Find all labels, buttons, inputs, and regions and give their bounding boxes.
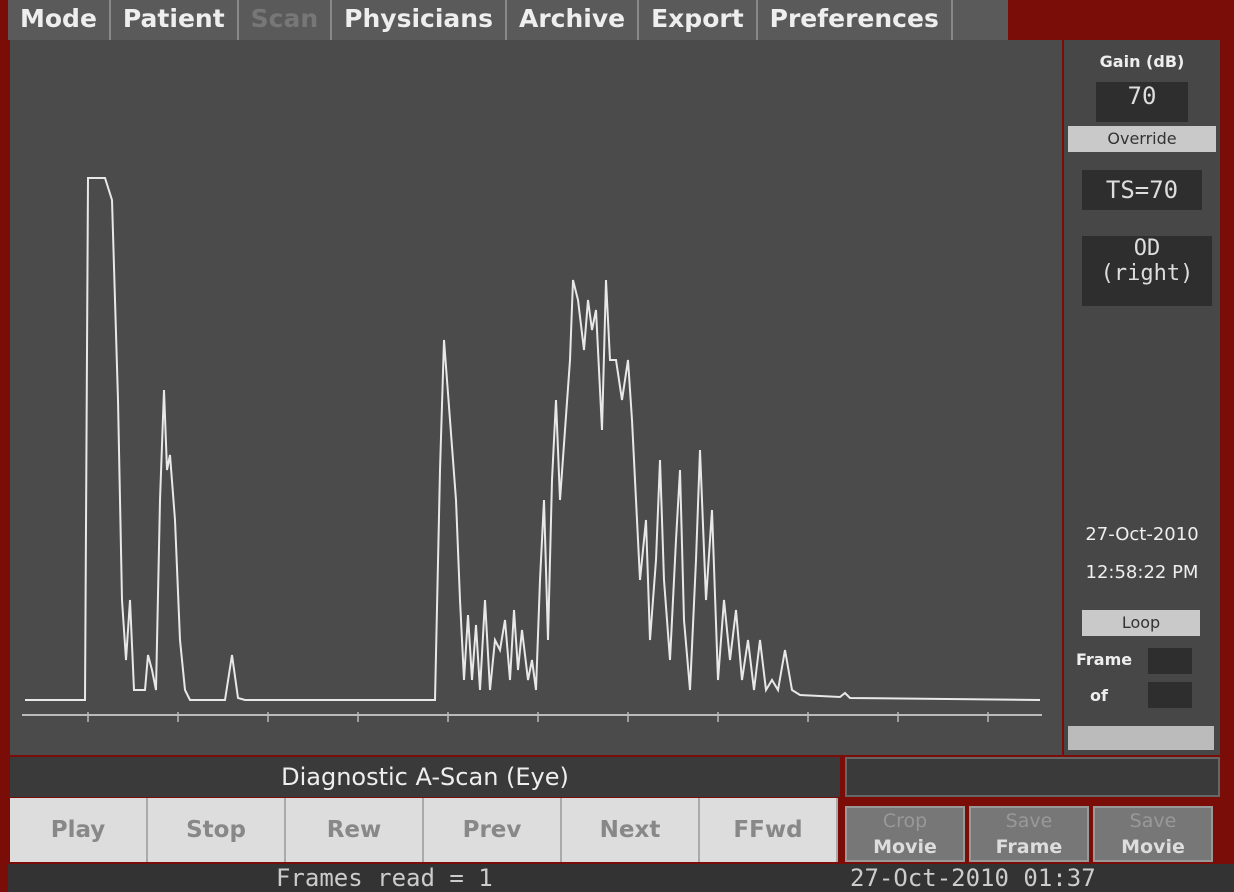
of-label: of xyxy=(1090,686,1108,705)
status-bar: Frames read = 1 27-Oct-2010 01:37 xyxy=(8,864,1234,892)
control-button[interactable]: Rew xyxy=(286,798,424,862)
title-bar-right xyxy=(845,757,1220,797)
axis-ticks xyxy=(88,712,988,722)
override-button[interactable]: Override xyxy=(1068,126,1216,152)
control-button[interactable]: FFwd xyxy=(700,798,838,862)
menu-item[interactable]: Export xyxy=(639,0,758,40)
frame-label: Frame xyxy=(1076,650,1132,669)
progress xyxy=(1068,726,1214,750)
action-label: Frame xyxy=(971,834,1087,860)
frames-read: Frames read = 1 xyxy=(276,864,493,892)
time: 12:58:22 PM xyxy=(1064,562,1220,583)
page: ModePatientScanPhysiciansArchiveExportPr… xyxy=(0,0,1234,892)
menu-item[interactable]: Archive xyxy=(507,0,639,40)
menu-item[interactable]: Mode xyxy=(8,0,111,40)
eye: OD xyxy=(1082,236,1212,261)
menu-item[interactable]: Physicians xyxy=(332,0,507,40)
control-button[interactable]: Stop xyxy=(148,798,286,862)
frame-field[interactable] xyxy=(1148,648,1192,674)
action-label: Movie xyxy=(847,834,963,860)
action-label: Crop xyxy=(847,808,963,834)
ts-display: TS=70 xyxy=(1082,170,1202,210)
gain-label: Gain (dB) xyxy=(1064,52,1220,71)
eye-display: OD(right) xyxy=(1082,236,1212,306)
action-label: Save xyxy=(971,808,1087,834)
eye-side: (right) xyxy=(1082,261,1212,286)
action-label: Movie xyxy=(1095,834,1211,860)
side-panel: Gain (dB) 70 Override TS=70 OD(right) 27… xyxy=(1064,40,1220,755)
menu-item[interactable]: Preferences xyxy=(758,0,953,40)
menu-item[interactable]: Scan xyxy=(239,0,333,40)
waveform xyxy=(25,178,1040,700)
gain-value: 70 xyxy=(1096,82,1188,122)
control-button[interactable]: Prev xyxy=(424,798,562,862)
loop-button[interactable]: Loop xyxy=(1082,610,1200,636)
of-field xyxy=(1148,682,1192,708)
control-button[interactable]: Next xyxy=(562,798,700,862)
control-button[interactable]: Play xyxy=(10,798,148,862)
action-label: Save xyxy=(1095,808,1211,834)
timestamp: 27-Oct-2010 01:37 xyxy=(850,864,1096,892)
menu-item[interactable]: Patient xyxy=(111,0,239,40)
date: 27-Oct-2010 xyxy=(1064,524,1220,545)
plot-area xyxy=(10,40,1062,755)
waveform-svg xyxy=(10,40,1062,755)
plot-title: Diagnostic A-Scan (Eye) xyxy=(10,757,840,797)
